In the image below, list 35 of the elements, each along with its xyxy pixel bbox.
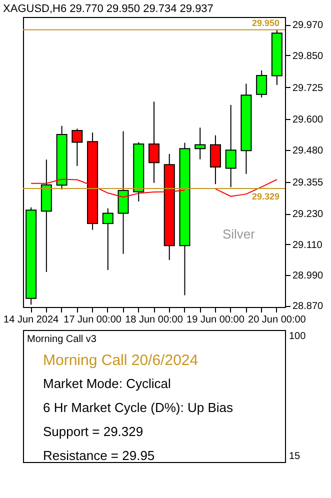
ref-line-label: 29.950: [252, 18, 280, 28]
candlestick: [225, 104, 236, 188]
candlestick: [118, 130, 129, 254]
candlestick: [102, 208, 114, 270]
candlestick: [148, 101, 160, 184]
y-tick-label: 29.600: [292, 114, 324, 126]
y-tick-label: 29.725: [292, 82, 324, 94]
x-tick-label: 14 Jun 2024: [4, 314, 60, 326]
text: Morning Call v3: [27, 334, 97, 345]
text: Resistance = 29.95: [43, 448, 155, 463]
text: 100: [289, 331, 306, 342]
y-tick-label: 29.355: [292, 177, 324, 188]
text: 6 Hr Market Cycle (D%): Up Bias: [43, 400, 234, 415]
candlestick: [256, 70, 268, 98]
chart-title: XAGUSD,H6 29.770 29.950 29.734 29.937: [3, 3, 214, 15]
candlestick: [194, 127, 206, 160]
y-tick-label: 29.850: [292, 50, 324, 62]
text: Market Mode: Cyclical: [43, 376, 171, 391]
x-tick-label: 20 Jun 00:00: [248, 314, 306, 326]
y-tick-label: 29.970: [292, 20, 324, 32]
annotation: Silver: [222, 226, 256, 242]
y-tick-label: 29.230: [292, 209, 324, 220]
ref-line-label: 29.329: [252, 191, 280, 202]
x-tick-label: 17 Jun 00:00: [64, 314, 122, 326]
text: 15: [289, 451, 301, 462]
y-tick-label: 28.870: [292, 301, 324, 312]
text: Support = 29.329: [43, 424, 144, 439]
x-tick-label: 18 Jun 00:00: [125, 314, 184, 326]
y-tick-label: 29.110: [292, 240, 323, 251]
x-tick-label: 19 Jun 00:00: [186, 314, 245, 326]
candlestick: [72, 128, 83, 166]
text: Morning Call 20/6/2024: [43, 352, 198, 369]
y-tick-label: 28.990: [292, 270, 324, 282]
candlestick: [210, 134, 221, 185]
y-tick-label: 29.480: [292, 145, 324, 156]
